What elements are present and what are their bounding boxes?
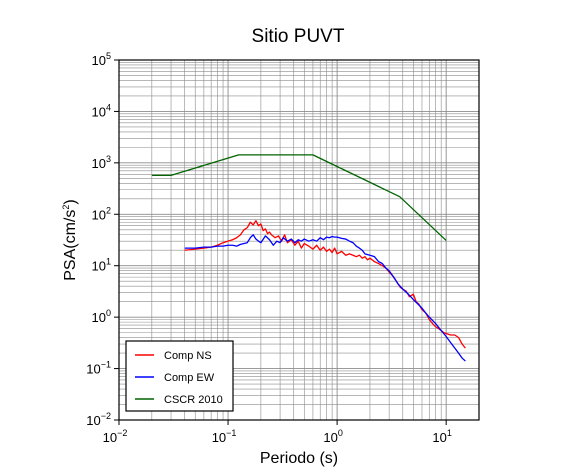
y-tick-label: 105 xyxy=(92,51,111,68)
axis-ticks: 10−2 10−1 100 101 10−2 10−1 100 101 102 103 104 105 xyxy=(86,51,452,445)
y-axis-label-base: PSA(cm/s xyxy=(62,210,79,281)
series-line-3 xyxy=(151,154,447,241)
legend-label: Comp NS xyxy=(164,350,212,362)
y-tick-label: 102 xyxy=(92,205,111,222)
x-tick-label: 100 xyxy=(323,428,342,445)
y-tick-label: 10−2 xyxy=(86,411,111,428)
y-tick-label: 100 xyxy=(92,308,111,325)
y-axis-label: PSA(cm/s2) xyxy=(61,199,79,280)
x-tick-label: 10−2 xyxy=(103,428,128,445)
y-tick-label: 101 xyxy=(92,257,111,274)
x-tick-label: 10−1 xyxy=(212,428,237,445)
series-group xyxy=(151,154,466,362)
y-axis-label-close: ) xyxy=(62,199,79,204)
legend: Comp NS Comp EW CSCR 2010 xyxy=(125,340,234,412)
series-line-1 xyxy=(184,220,466,349)
series-line-2 xyxy=(184,234,466,362)
legend-label: CSCR 2010 xyxy=(164,394,223,406)
x-axis-label: Periodo (s) xyxy=(260,450,338,467)
y-tick-label: 103 xyxy=(92,154,111,171)
chart-title: Sitio PUVT xyxy=(252,26,345,47)
legend-label: Comp EW xyxy=(164,372,215,384)
y-axis-label-superscript: 2 xyxy=(61,205,71,210)
y-tick-label: 104 xyxy=(92,102,111,119)
x-tick-label: 101 xyxy=(432,428,451,445)
grid xyxy=(118,59,480,421)
y-tick-label: 10−1 xyxy=(86,360,111,377)
plot-frame xyxy=(118,59,480,421)
